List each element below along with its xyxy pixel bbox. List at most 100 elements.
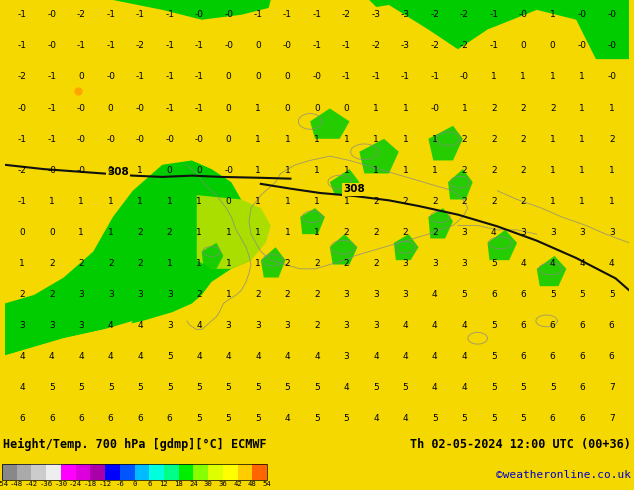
Text: -1: -1 <box>313 41 321 50</box>
Text: 6: 6 <box>521 352 526 361</box>
Text: 0: 0 <box>20 228 25 237</box>
Text: 3: 3 <box>403 259 408 268</box>
Text: 3: 3 <box>373 290 378 299</box>
Text: 0: 0 <box>49 228 55 237</box>
Text: 2: 2 <box>491 135 496 144</box>
Text: 2: 2 <box>521 135 526 144</box>
Text: 6: 6 <box>108 415 113 423</box>
Text: -0: -0 <box>48 166 56 175</box>
Text: 0: 0 <box>285 73 290 81</box>
Text: -3: -3 <box>401 10 410 19</box>
Text: 1: 1 <box>491 73 496 81</box>
Text: 6: 6 <box>609 321 614 330</box>
Text: 1: 1 <box>138 197 143 206</box>
Text: 3: 3 <box>20 321 25 330</box>
Text: 2: 2 <box>108 259 113 268</box>
Text: 1: 1 <box>226 228 231 237</box>
Text: -0: -0 <box>136 135 145 144</box>
Text: 4: 4 <box>462 352 467 361</box>
Text: 36: 36 <box>219 481 227 487</box>
Text: 2: 2 <box>344 259 349 268</box>
Text: 0: 0 <box>521 41 526 50</box>
Polygon shape <box>448 169 473 199</box>
Text: 5: 5 <box>226 383 231 392</box>
Text: -48: -48 <box>10 481 23 487</box>
Text: 42: 42 <box>233 481 242 487</box>
Bar <box>90 464 105 480</box>
Text: -1: -1 <box>313 10 321 19</box>
Text: -2: -2 <box>460 41 469 50</box>
Text: 5: 5 <box>491 383 496 392</box>
Text: 1: 1 <box>138 166 143 175</box>
Text: 308: 308 <box>344 184 365 194</box>
Text: -2: -2 <box>136 41 145 50</box>
Text: -1: -1 <box>48 135 56 144</box>
Polygon shape <box>394 234 418 260</box>
Text: -0: -0 <box>165 135 174 144</box>
Text: 2: 2 <box>462 135 467 144</box>
Text: 2: 2 <box>373 259 378 268</box>
Polygon shape <box>256 0 409 108</box>
Text: 4: 4 <box>432 352 437 361</box>
Text: 2: 2 <box>432 197 437 206</box>
Text: 1: 1 <box>314 197 320 206</box>
Text: -3: -3 <box>372 10 380 19</box>
Text: -1: -1 <box>165 41 174 50</box>
Text: 2: 2 <box>403 197 408 206</box>
Text: 5: 5 <box>167 352 172 361</box>
Text: 1: 1 <box>403 135 408 144</box>
Text: 5: 5 <box>108 383 113 392</box>
Text: -1: -1 <box>165 73 174 81</box>
Text: 6: 6 <box>609 352 614 361</box>
Text: 2: 2 <box>373 197 378 206</box>
Text: 2: 2 <box>138 228 143 237</box>
Text: 5: 5 <box>285 383 290 392</box>
Text: 4: 4 <box>609 259 614 268</box>
Text: 4: 4 <box>285 352 290 361</box>
Text: 1: 1 <box>609 197 614 206</box>
Text: 2: 2 <box>138 259 143 268</box>
Text: 1: 1 <box>226 290 231 299</box>
Text: 5: 5 <box>521 415 526 423</box>
Text: -0: -0 <box>77 135 86 144</box>
Polygon shape <box>310 108 349 139</box>
Text: 4: 4 <box>403 352 408 361</box>
Text: 1: 1 <box>579 166 585 175</box>
Text: -0: -0 <box>107 135 115 144</box>
Text: 7: 7 <box>609 383 614 392</box>
Text: -1: -1 <box>283 10 292 19</box>
Text: -2: -2 <box>430 41 439 50</box>
Text: 2: 2 <box>344 228 349 237</box>
Text: 6: 6 <box>491 290 496 299</box>
Bar <box>252 464 267 480</box>
Text: 5: 5 <box>373 383 378 392</box>
Text: 1: 1 <box>256 228 261 237</box>
Text: 4: 4 <box>197 321 202 330</box>
Text: 0: 0 <box>226 197 231 206</box>
Text: 1: 1 <box>197 228 202 237</box>
Text: -1: -1 <box>48 103 56 113</box>
Text: -2: -2 <box>18 166 27 175</box>
Polygon shape <box>429 208 453 239</box>
Text: 1: 1 <box>579 103 585 113</box>
Text: 2: 2 <box>491 166 496 175</box>
Text: -0: -0 <box>313 73 321 81</box>
Bar <box>238 464 252 480</box>
Text: Height/Temp. 700 hPa [gdmp][°C] ECMWF: Height/Temp. 700 hPa [gdmp][°C] ECMWF <box>3 438 267 451</box>
Text: 5: 5 <box>79 383 84 392</box>
Text: 6: 6 <box>579 352 585 361</box>
Polygon shape <box>261 247 285 277</box>
Text: 5: 5 <box>138 383 143 392</box>
Text: 2: 2 <box>256 290 261 299</box>
Text: 4: 4 <box>403 415 408 423</box>
Text: 2: 2 <box>49 259 55 268</box>
Text: 3: 3 <box>432 259 437 268</box>
Text: 6: 6 <box>550 321 555 330</box>
Text: 2: 2 <box>20 290 25 299</box>
Bar <box>223 464 238 480</box>
Text: 2: 2 <box>79 259 84 268</box>
Text: -1: -1 <box>18 135 27 144</box>
Text: 4: 4 <box>138 321 143 330</box>
Text: 0: 0 <box>256 73 261 81</box>
Text: -24: -24 <box>69 481 82 487</box>
